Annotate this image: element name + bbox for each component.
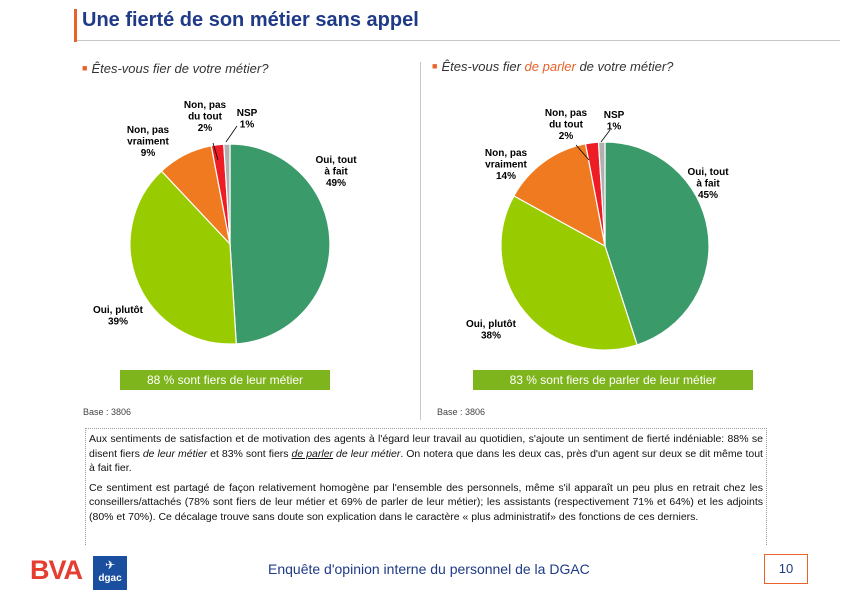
question-right-post: de votre métier? [575,59,674,74]
pie2-label-2: Oui, plutôt 38% [466,319,517,342]
p1-em-2: de leur métier [333,447,401,460]
paragraph-1: Aux sentiments de satisfaction et de mot… [86,429,766,476]
p1-text-a: Aux sentiments de satisfaction et de mot… [89,433,763,460]
pie1-slice-5 [223,143,231,245]
pie1-label-5: NSP 1% [237,108,258,131]
pie2-label-3: Non, pas vraiment 14% [485,148,528,182]
question-left-text: Êtes-vous fier de votre métier? [91,61,269,76]
plane-icon: ✈ [104,558,116,572]
pie1-label-3: Non, pas vraiment 9% [127,125,170,159]
bullet-icon: ■ [82,63,88,73]
title-underline [77,40,840,41]
pie2-slice-3 [513,143,606,248]
pie2-slice-1 [604,141,710,346]
pie2-leader-5 [600,129,611,143]
base-right: Base : 3806 [437,407,486,417]
base-left: Base : 3806 [83,407,132,417]
pie2-label-5: NSP 1% [604,110,625,133]
dgac-logo-text: dgac [98,573,122,584]
question-right-highlight: de parler [524,59,576,74]
pie2-slice-2 [500,195,638,351]
pie2-label-4: Non, pas du tout 2% [545,108,588,142]
pie1-slice-1 [229,143,331,345]
pie1-label-2: Oui, plutôt 39% [93,305,144,328]
paragraph-2: Ce sentiment est partagé de façon relati… [89,481,763,523]
question-right-pre: Êtes-vous fier [441,59,525,74]
p1-em-underlined: de parler [291,447,334,460]
page-title: Une fierté de son métier sans appel [82,9,419,31]
pie2-slice-5 [597,141,606,247]
summary-left: 88 % sont fiers de leur métier [120,370,330,390]
pie-charts: Oui, tout à fait 49% Oui, plutôt 39% Non, pas… [93,100,729,351]
question-left: ■ Êtes-vous fier de votre métier? [82,61,268,76]
dgac-logo: ✈ dgac [93,556,127,590]
title-accent-bar [74,9,77,42]
pie1-leader-5 [225,125,238,143]
summary-right: 83 % sont fiers de parler de leur métier [473,370,753,390]
pie1-leader-4 [212,142,219,161]
pie2-label-1: Oui, tout à fait 45% [687,167,729,201]
column-divider [420,62,421,420]
bva-logo: BVA [30,555,83,585]
page-number: 10 [764,554,808,584]
bullet-icon: ■ [432,61,438,71]
p1-text-c: . On notera que dans les deux cas, près … [89,447,763,475]
footer-survey-title: Enquête d'opinion interne du personnel d… [268,561,590,577]
pie2-leader-4 [575,144,590,161]
p1-em-1: de leur métier [142,447,208,460]
commentary-box: Aux sentiments de satisfaction et de mot… [85,428,767,545]
p1-text-b: et 83% sont fiers [207,447,292,460]
pie1-slice-2 [129,170,237,345]
question-right: ■ Êtes-vous fier de parler de votre métie… [432,59,673,74]
pie1-label-1: Oui, tout à fait 49% [315,155,357,189]
pie1-label-4: Non, pas du tout 2% [184,100,227,134]
